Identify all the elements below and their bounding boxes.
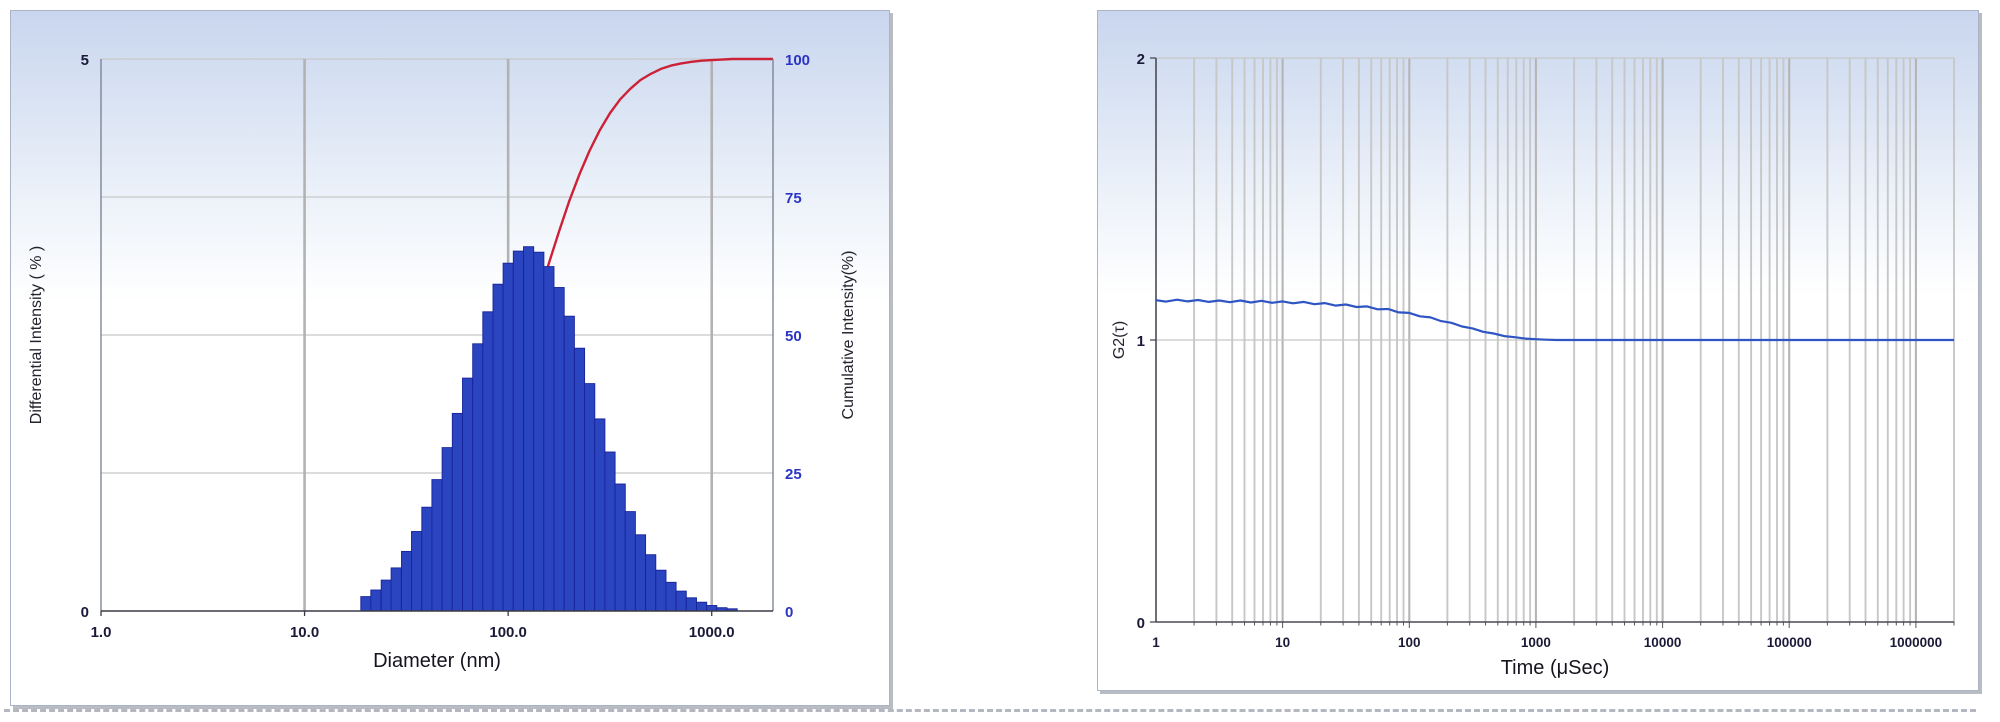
histogram-bar (696, 601, 708, 612)
histogram-bar (482, 311, 494, 612)
histogram-bar (655, 569, 667, 612)
x-tick-label: 100000 (1767, 635, 1812, 650)
y-right-tick-label: 100 (785, 52, 810, 69)
histogram-bar (441, 447, 453, 612)
g2-data-line (1155, 298, 1954, 342)
histogram-bar (380, 579, 392, 612)
x-tick-label: 100.0 (489, 624, 527, 641)
histogram-bar (523, 246, 535, 612)
histogram-bar (360, 596, 372, 612)
y-right-tick-label: 0 (785, 604, 793, 621)
left-axis-title: Differential Intensity ( % ) (28, 246, 45, 424)
histogram-bar (614, 483, 626, 612)
bottom-dashed-border (4, 709, 1976, 712)
x-tick-label: 1.0 (91, 624, 112, 641)
y-right-tick-label: 50 (785, 328, 802, 345)
right-axis-title: Cumulative Intensity(%) (840, 251, 857, 420)
histogram-bar (533, 251, 545, 612)
y-right-tick-label: 75 (785, 190, 802, 207)
histogram-bar (573, 347, 586, 612)
y-tick-label: 1 (1137, 333, 1145, 350)
y-tick-label: 0 (1137, 615, 1145, 632)
x-axis-title: Diameter (nm) (373, 650, 501, 672)
y-axis-title: G2(τ) (1111, 321, 1128, 359)
y-left-tick-label: 5 (81, 52, 89, 69)
histogram-bar (553, 287, 565, 612)
histogram-bar (685, 597, 697, 612)
histogram-bar (594, 418, 606, 612)
x-tick-label: 10000 (1644, 635, 1682, 650)
x-axis-title: Time (μSec) (1501, 657, 1610, 679)
x-tick-label: 1000.0 (689, 624, 735, 641)
histogram-bar (492, 283, 504, 612)
y-tick-label: 2 (1137, 51, 1145, 68)
histogram-bar (624, 511, 636, 612)
histogram-bar (370, 589, 382, 612)
correlation-function-panel: 2 1 0 1 10 100 1000 10000 100000 1000000 Time (μSe… (1097, 10, 1979, 691)
histogram-bar (401, 550, 413, 612)
x-tick-label: 100 (1398, 635, 1421, 650)
y-left-tick-label: 0 (81, 604, 89, 621)
histogram-bar (502, 262, 514, 612)
histogram-bar (462, 377, 474, 612)
histogram-bar (665, 581, 677, 612)
x-tick-label: 1 (1152, 635, 1160, 650)
histogram-bar (706, 605, 718, 612)
histogram-bar (645, 554, 657, 612)
histogram-bar (512, 250, 524, 612)
histogram-bar (675, 590, 687, 612)
histogram-bar (431, 479, 443, 612)
histogram-bar (634, 534, 647, 612)
x-tick-label: 10 (1275, 635, 1290, 650)
histogram-bar (563, 315, 575, 612)
histogram-bar (543, 266, 555, 612)
histogram-bar (390, 567, 402, 612)
histogram-bar (451, 412, 463, 612)
x-tick-label: 1000000 (1890, 635, 1943, 650)
histogram-bar (584, 383, 596, 612)
histogram-bar (411, 531, 423, 612)
y-right-tick-label: 25 (785, 466, 802, 483)
histogram-bar (421, 506, 433, 612)
histogram-bar (472, 343, 484, 612)
x-tick-label: 1000 (1521, 635, 1551, 650)
x-tick-label: 10.0 (290, 624, 319, 641)
histogram-bar (604, 451, 616, 612)
size-distribution-panel: 1.0 10.0 100.0 1000.0 5 0 100 75 50 25 0 Diameter (… (10, 10, 890, 706)
